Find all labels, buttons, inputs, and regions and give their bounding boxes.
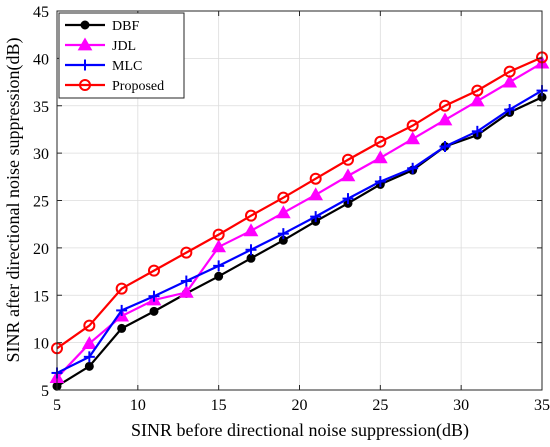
data-point-plus — [245, 244, 257, 256]
data-point-plus — [439, 140, 451, 152]
data-point-plus — [504, 104, 516, 116]
data-point-triangle — [275, 205, 291, 219]
y-tick-label: 15 — [33, 288, 49, 305]
data-point-open-circle — [503, 65, 516, 78]
axis-ticks: 5 10 15 20 25 30 35 5 10 15 20 25 30 35 40 45 — [33, 4, 550, 414]
data-point-triangle — [211, 239, 227, 253]
legend-label: JDL — [112, 39, 136, 54]
data-point-triangle — [502, 74, 518, 88]
data-point-plus — [277, 228, 289, 240]
data-point-circle — [84, 361, 94, 371]
y-tick-label: 45 — [33, 4, 49, 21]
y-tick-label: 20 — [33, 241, 49, 258]
data-point-open-circle — [83, 319, 96, 332]
data-point-triangle — [243, 223, 259, 237]
data-point-plus — [180, 275, 192, 287]
legend-item: DBF — [65, 19, 139, 34]
data-point-triangle — [469, 93, 485, 107]
series-line — [56, 96, 543, 388]
legend-item: MLC — [65, 59, 142, 74]
series-mlc — [51, 85, 548, 379]
y-tick-label: 35 — [33, 99, 49, 116]
data-point-plus — [310, 211, 322, 223]
x-tick-label: 5 — [53, 397, 61, 414]
data-point-open-circle — [309, 172, 322, 185]
data-point-circle — [246, 253, 256, 263]
x-tick-label: 35 — [534, 397, 550, 414]
legend-label: MLC — [112, 59, 142, 74]
data-point-open-circle — [79, 79, 91, 91]
data-point-open-circle — [342, 153, 354, 166]
data-point-plus — [148, 290, 160, 302]
x-tick-label: 15 — [211, 397, 227, 414]
data-point-triangle — [405, 131, 421, 145]
data-point-triangle — [178, 284, 194, 298]
x-tick-label: 25 — [372, 397, 388, 414]
data-point-circle — [149, 306, 159, 316]
series-lines — [49, 51, 550, 391]
data-point-plus — [374, 176, 386, 188]
y-tick-label: 40 — [33, 51, 49, 68]
data-point-open-circle — [471, 84, 484, 97]
data-point-open-circle — [245, 209, 257, 222]
data-point-plus — [213, 260, 225, 272]
legend-item: JDL — [65, 37, 136, 54]
data-point-open-circle — [374, 135, 387, 148]
data-point-triangle — [308, 187, 324, 201]
y-tick-label: 5 — [41, 383, 49, 400]
data-point-open-circle — [439, 99, 451, 112]
legend-label: Proposed — [112, 79, 164, 94]
y-axis-label: SINR after directional noise suppression… — [3, 38, 24, 363]
data-point-open-circle — [277, 191, 290, 204]
data-point-circle — [214, 271, 224, 281]
legend: DBF JDL MLC Proposed — [58, 12, 185, 99]
data-point-plus — [407, 162, 419, 174]
series-line — [56, 56, 543, 350]
x-tick-label: 20 — [292, 397, 308, 414]
legend-label: DBF — [112, 19, 139, 34]
data-point-open-circle — [180, 246, 193, 259]
data-point-triangle — [437, 112, 453, 126]
data-point-triangle — [372, 150, 388, 164]
data-point-triangle — [340, 168, 356, 182]
data-point-plus — [471, 125, 483, 137]
x-tick-label: 10 — [130, 397, 146, 414]
y-tick-label: 10 — [33, 336, 49, 353]
data-point-plus — [83, 351, 95, 363]
series-proposed — [51, 51, 548, 355]
data-point-triangle — [77, 37, 93, 51]
x-tick-label: 30 — [453, 397, 469, 414]
data-point-open-circle — [212, 228, 225, 241]
data-point-open-circle — [406, 119, 419, 132]
data-point-triangle — [81, 336, 97, 349]
y-tick-label: 25 — [33, 194, 49, 211]
legend-item: Proposed — [65, 79, 164, 94]
data-point-open-circle — [115, 282, 128, 295]
series-line — [56, 62, 543, 379]
y-tick-label: 30 — [33, 146, 49, 163]
series-line — [56, 89, 543, 374]
data-point-plus — [79, 59, 91, 71]
data-point-circle — [80, 20, 90, 30]
data-point-plus — [116, 304, 128, 316]
x-axis-label: SINR before directional noise suppressio… — [131, 420, 469, 441]
data-point-open-circle — [148, 264, 160, 277]
data-point-plus — [342, 193, 354, 205]
data-point-circle — [117, 323, 127, 333]
